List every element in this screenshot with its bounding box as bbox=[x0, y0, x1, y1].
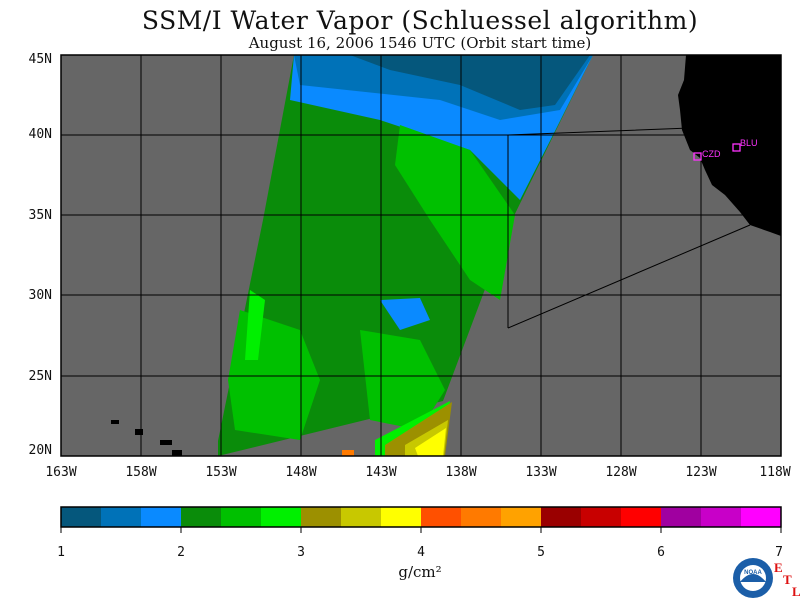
colorbar-swatch bbox=[61, 507, 102, 527]
swath-tip-orange bbox=[342, 450, 354, 456]
swath-band-dark-blue bbox=[350, 55, 590, 110]
swath-tip-yellow bbox=[415, 428, 446, 456]
colorbar-tick-7: 7 bbox=[775, 545, 783, 560]
colorbar-tick-6: 6 bbox=[657, 545, 665, 560]
colorbar-tick-2: 2 bbox=[177, 545, 185, 560]
station-blu-label: BLU bbox=[740, 138, 758, 148]
colorbar-tick-marks bbox=[60, 527, 782, 533]
colorbar-swatch bbox=[221, 507, 262, 527]
page-title: SSM/I Water Vapor (Schluessel algorithm) bbox=[141, 6, 699, 35]
colorbar-swatch bbox=[741, 507, 782, 527]
colorbar-swatch bbox=[701, 507, 742, 527]
graticule bbox=[61, 55, 781, 456]
lon-label-163w: 163W bbox=[45, 465, 77, 480]
island-hawaii bbox=[172, 450, 182, 456]
colorbar-swatch bbox=[261, 507, 302, 527]
swath-patch-green-1 bbox=[395, 125, 515, 300]
colorbar-swatch bbox=[461, 507, 502, 527]
colorbar-tick-4: 4 bbox=[417, 545, 425, 560]
colorbar-swatch bbox=[181, 507, 222, 527]
swath-patch-blue bbox=[380, 298, 430, 330]
station-blu-marker bbox=[732, 143, 741, 152]
island-kauai bbox=[111, 420, 119, 424]
colorbar-swatch bbox=[301, 507, 342, 527]
lon-label-153w: 153W bbox=[205, 465, 237, 480]
colorbar-swatch bbox=[581, 507, 622, 527]
etl-letter-t: T bbox=[783, 572, 792, 587]
land-california bbox=[678, 55, 781, 236]
analysis-box-upper bbox=[507, 127, 691, 328]
lon-label-143w: 143W bbox=[365, 465, 397, 480]
colorbar-swatch bbox=[341, 507, 382, 527]
lat-label-35n: 35N bbox=[28, 208, 52, 223]
island-oahu bbox=[135, 429, 143, 435]
lat-label-30n: 30N bbox=[28, 288, 52, 303]
station-czd-marker bbox=[693, 152, 702, 161]
colorbar bbox=[61, 507, 782, 527]
lon-label-128w: 128W bbox=[605, 465, 637, 480]
island-maui bbox=[160, 440, 172, 445]
colorbar-swatch bbox=[621, 507, 662, 527]
colorbar-tick-5: 5 bbox=[537, 545, 545, 560]
etl-letter-e: E bbox=[774, 560, 783, 575]
map-frame bbox=[60, 54, 782, 457]
lat-label-40n: 40N bbox=[28, 127, 52, 142]
lat-label-25n: 25N bbox=[28, 369, 52, 384]
lon-label-133w: 133W bbox=[525, 465, 557, 480]
analysis-box-lower bbox=[507, 224, 751, 329]
page-subtitle: August 16, 2006 1546 UTC (Orbit start ti… bbox=[248, 34, 592, 52]
lon-label-123w: 123W bbox=[685, 465, 717, 480]
lon-label-148w: 148W bbox=[285, 465, 317, 480]
colorbar-tick-1: 1 bbox=[57, 545, 65, 560]
colorbar-swatch bbox=[661, 507, 702, 527]
etl-letter-l: L bbox=[792, 584, 800, 599]
colorbar-swatch bbox=[101, 507, 142, 527]
station-czd-label: CZD bbox=[702, 149, 721, 159]
noaa-logo-text: NOAA bbox=[744, 570, 762, 576]
colorbar-swatch bbox=[421, 507, 462, 527]
lon-label-158w: 158W bbox=[125, 465, 157, 480]
lon-label-118w: 118W bbox=[759, 465, 791, 480]
lat-label-45n: 45N bbox=[28, 52, 52, 67]
swath-patch-bright-green bbox=[245, 290, 265, 360]
lon-label-138w: 138W bbox=[445, 465, 477, 480]
colorbar-swatch bbox=[381, 507, 422, 527]
noaa-logo-bird bbox=[740, 574, 766, 582]
lat-label-20n: 20N bbox=[28, 443, 52, 458]
colorbar-swatch bbox=[541, 507, 582, 527]
colorbar-swatch bbox=[141, 507, 182, 527]
colorbar-swatch bbox=[501, 507, 542, 527]
colorbar-tick-3: 3 bbox=[297, 545, 305, 560]
colorbar-unit-label: g/cm² bbox=[398, 563, 442, 581]
